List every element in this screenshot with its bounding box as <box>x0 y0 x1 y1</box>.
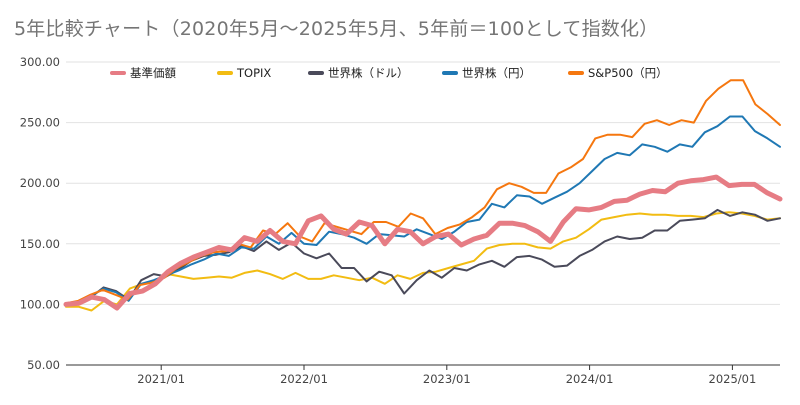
legend-label-2: 世界株（ドル） <box>328 66 409 80</box>
y-tick-label: 250.00 <box>20 116 60 130</box>
x-tick-label: 2023/01 <box>423 372 471 386</box>
series-line-1 <box>65 211 781 312</box>
series-line-0 <box>63 174 783 311</box>
x-tick-label: 2025/01 <box>709 372 757 386</box>
y-tick-label: 200.00 <box>20 176 60 190</box>
x-tick-label: 2021/01 <box>137 372 185 386</box>
legend-label-0: 基準価額 <box>130 66 176 80</box>
y-tick-label: 100.00 <box>20 297 60 311</box>
chart-title: 5年比較チャート（2020年5月〜2025年5月、5年前＝100として指数化） <box>14 18 659 40</box>
x-tick-label: 2024/01 <box>566 372 614 386</box>
y-tick-label: 50.00 <box>27 358 60 372</box>
series-line-2 <box>65 208 781 306</box>
series-line-4 <box>65 79 781 305</box>
legend-label-3: 世界株（円） <box>462 66 531 80</box>
y-tick-label: 150.00 <box>20 237 60 251</box>
legend-label-4: S&P500（円） <box>588 66 668 80</box>
series-line-3 <box>65 115 781 305</box>
x-tick-label: 2022/01 <box>280 372 328 386</box>
y-tick-label: 300.00 <box>20 55 60 69</box>
legend-label-1: TOPIX <box>236 66 271 80</box>
